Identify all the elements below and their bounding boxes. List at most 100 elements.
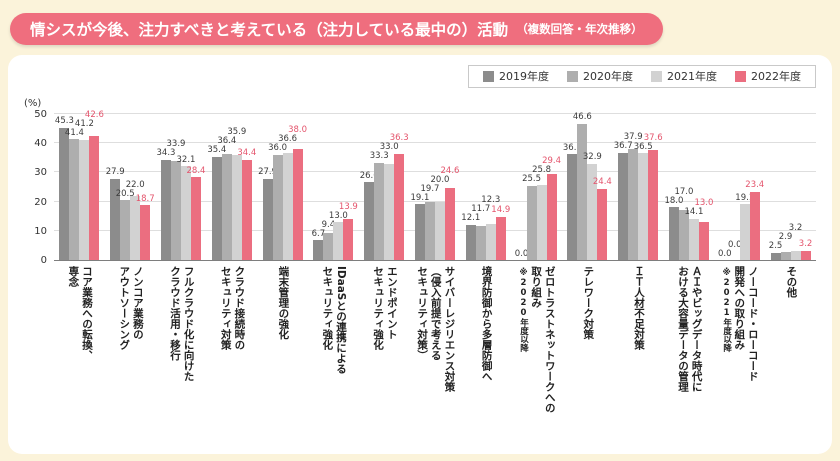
bar-slot: 33.0	[380, 115, 399, 260]
bar-2020年度	[120, 200, 131, 260]
bar-value-label: 0.0	[514, 248, 529, 259]
bar-slot: 36.0	[268, 115, 287, 260]
bar-value-label: 12.1	[461, 213, 481, 224]
category-label-text: 境界防御から多層防御へ	[480, 266, 493, 382]
category-label: クラウド接続時の セキュリティ対策	[218, 266, 246, 413]
bar-value-label: 24.4	[592, 177, 612, 188]
bar-value-label: 25.8	[532, 165, 552, 176]
bar-slot: 3.2	[799, 115, 812, 260]
bar-2021年度	[180, 166, 191, 260]
bar-slot: 36.3	[390, 115, 409, 260]
bar-slot: 33.9	[167, 115, 185, 260]
chart-area: (%) 0 10 20 30 40 50 45.3 41.4 41.2 42.6 27.9 20.5…	[24, 98, 816, 266]
bar-slot: 36.4	[217, 115, 236, 260]
bar-value-label: 41.4	[64, 127, 84, 138]
category-cell: 境界防御から多層防御へ	[460, 266, 511, 413]
bar-value-label: 41.2	[74, 118, 94, 129]
bar-2021年度	[79, 139, 90, 260]
bar-2019年度	[262, 178, 273, 260]
bar-slot: 13.0	[329, 115, 348, 260]
category-label: 境界防御から多層防御へ	[479, 266, 493, 413]
bar-value-label: 20.0	[430, 174, 450, 185]
bar-2021年度	[333, 222, 344, 260]
category-cell: 端末管理の強化	[257, 266, 308, 413]
bar-2022年度	[394, 154, 405, 260]
category-label: フルクラウド化に向けた クラウド活用・移行	[167, 266, 195, 413]
bar-2019年度	[618, 152, 629, 260]
bar-slot: 14.1	[684, 115, 703, 260]
bar-slot: 28.4	[187, 115, 205, 260]
bar-value-label: 24.6	[440, 165, 460, 176]
bar-value-label: 25.5	[522, 174, 542, 185]
bar-slot: 41.4	[65, 115, 84, 260]
y-tick-label: 10	[34, 225, 47, 237]
bar-2020年度	[323, 232, 334, 260]
bar-slot: 9.4	[322, 115, 335, 260]
bar-value-label: 46.6	[572, 112, 592, 123]
bar-2022年度	[698, 222, 709, 260]
category-label: コア業務への転換、 専念	[66, 266, 93, 413]
bar-slot: 25.5	[522, 115, 541, 260]
category-cell: コア業務への転換、 専念	[54, 266, 105, 413]
bar-group: 35.4 36.4 35.9 34.4	[206, 115, 257, 260]
bar-2022年度	[597, 188, 608, 260]
bar-slot: 12.3	[481, 115, 500, 260]
category-label-text: ノンコア業務の アウトソーシング	[118, 266, 144, 350]
bar-slot: 20.0	[431, 115, 449, 260]
bar-value-label: 2.9	[778, 232, 793, 243]
bar-slot: 27.9	[258, 115, 277, 260]
chart-title-banner: 情シスが今後、注力すべきと考えている（注力している最中の）活動 （複数回答・年次…	[10, 13, 663, 45]
bar-slot: 18.7	[136, 115, 155, 260]
legend-swatch	[735, 71, 746, 82]
bar-value-label: 29.4	[542, 156, 562, 167]
x-axis-labels: コア業務への転換、 専念 ノンコア業務の アウトソーシング フルクラウド化に向けた …	[54, 266, 816, 413]
category-label: サイバーレジリエンス対策 （侵入前提で考える セキュリティ対策）	[415, 266, 455, 413]
bar-2019年度	[110, 178, 121, 260]
bar-value-label: 36.3	[562, 142, 582, 153]
bar-value-label: 11.7	[471, 204, 491, 215]
bar-value-label: 2.5	[768, 241, 783, 252]
bar-value-label: 33.9	[166, 139, 186, 150]
legend-swatch	[651, 71, 662, 82]
category-note: ※2021年度以降	[721, 268, 732, 352]
legend-item: 2020年度	[567, 71, 633, 82]
gridline	[54, 200, 816, 202]
bar-slot: 13.9	[339, 115, 358, 260]
bar-slot: 36.3	[563, 115, 582, 260]
bar-slot: 2.9	[778, 115, 793, 260]
bar-slot: 35.4	[207, 115, 226, 260]
category-label-text: 端末管理の強化	[277, 266, 290, 340]
legend-item-label: 2019年度	[499, 70, 549, 83]
bar-2022年度	[343, 219, 354, 260]
bar-2022年度	[546, 174, 557, 260]
bar-value-label: 32.9	[582, 152, 602, 163]
y-axis-unit: (%)	[24, 98, 42, 109]
bar-2020年度	[69, 139, 80, 260]
bar-slot: 19.1	[735, 115, 754, 260]
category-label-text: エンドポイント セキュリティ強化	[372, 266, 398, 350]
bar-value-label: 19.1	[735, 192, 755, 203]
bar-2021年度	[739, 204, 750, 260]
bar-value-label: 27.9	[258, 167, 278, 178]
bar-value-label: 18.0	[664, 195, 684, 206]
bar-slot: 19.1	[411, 115, 429, 260]
legend-item-label: 2020年度	[583, 70, 633, 83]
bar-value-label: 20.5	[115, 188, 135, 199]
bar-2020年度	[628, 149, 639, 260]
bar-slot: 45.3	[55, 115, 74, 260]
bar-2020年度	[475, 225, 486, 260]
category-cell: ＩＴ人材不足対策	[613, 266, 664, 413]
bar-2022年度	[648, 150, 659, 260]
bar-value-label: 36.4	[217, 136, 237, 147]
bar-2020年度	[678, 210, 689, 260]
bar-group: 12.1 11.7 12.3 14.9	[460, 115, 511, 260]
bar-2019年度	[59, 127, 70, 260]
bar-2021年度	[384, 163, 395, 260]
bar-value-label: 34.4	[237, 148, 257, 159]
chart-card: 2019年度 2020年度 2021年度 2022年度 (%) 0 10 20 30 40 50…	[8, 55, 832, 454]
category-label: ゼロトラストネットワークへの 取り組み ※2020年度以降	[517, 266, 555, 413]
bar-slot: 36.6	[278, 115, 297, 260]
bar-slot: 32.9	[583, 115, 602, 260]
bar-2019年度	[414, 204, 425, 260]
bar-value-label: 37.9	[623, 132, 643, 143]
